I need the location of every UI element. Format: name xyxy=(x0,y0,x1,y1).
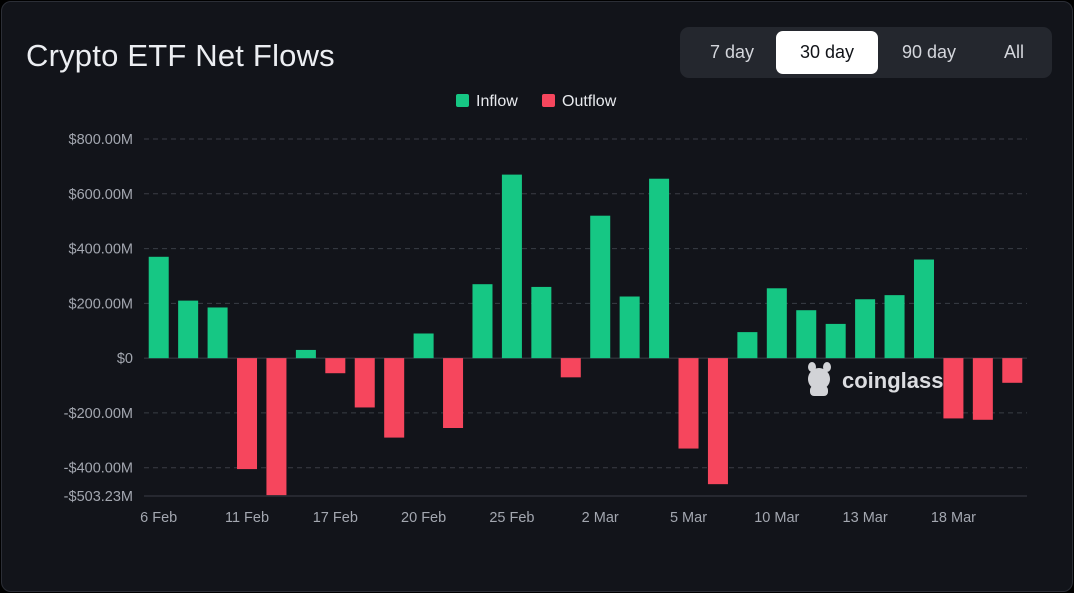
y-tick-label: -$200.00M xyxy=(64,406,133,422)
inflow-bar[interactable] xyxy=(413,333,434,359)
coinglass-logo-icon xyxy=(808,362,831,396)
legend-inflow[interactable]: Inflow xyxy=(456,93,518,110)
inflow-bar[interactable] xyxy=(472,284,493,359)
outflow-bar[interactable] xyxy=(384,358,405,438)
y-tick-label: $200.00M xyxy=(69,296,134,312)
outflow-bar[interactable] xyxy=(354,358,375,408)
inflow-bar[interactable] xyxy=(501,174,522,359)
y-tick-label: $800.00M xyxy=(69,132,134,148)
inflow-bar[interactable] xyxy=(295,349,316,359)
y-tick-label: $600.00M xyxy=(69,187,134,203)
inflow-bar[interactable] xyxy=(178,300,199,359)
y-tick-label: -$503.23M xyxy=(64,489,133,505)
x-tick-label: 11 Feb xyxy=(225,510,269,526)
bars xyxy=(148,174,1023,496)
outflow-bar[interactable] xyxy=(325,358,346,374)
outflow-bar[interactable] xyxy=(560,358,581,378)
grid-lines xyxy=(144,138,1027,497)
legend-outflow-label: Outflow xyxy=(562,93,617,110)
inflow-bar[interactable] xyxy=(737,332,758,359)
outflow-bar[interactable] xyxy=(678,358,699,449)
watermark-text: coinglass xyxy=(842,368,943,393)
outflow-bar[interactable] xyxy=(237,358,258,470)
inflow-bar[interactable] xyxy=(796,310,817,359)
legend-inflow-swatch xyxy=(456,94,469,107)
time-range-selector: 7 day 30 day 90 day All xyxy=(680,27,1052,78)
x-tick-label: 20 Feb xyxy=(401,510,446,526)
page-title: Crypto ETF Net Flows xyxy=(26,38,335,73)
inflow-bar[interactable] xyxy=(590,215,611,359)
inflow-bar[interactable] xyxy=(884,295,905,359)
legend-outflow-swatch xyxy=(542,94,555,107)
legend-inflow-label: Inflow xyxy=(476,93,518,110)
inflow-bar[interactable] xyxy=(207,307,228,359)
outflow-bar[interactable] xyxy=(943,358,964,419)
y-tick-label: -$400.00M xyxy=(64,461,133,477)
x-tick-label: 6 Feb xyxy=(140,510,177,526)
range-7-day-button[interactable]: 7 day xyxy=(709,42,755,62)
inflow-bar[interactable] xyxy=(825,323,846,359)
coinglass-watermark: coinglass xyxy=(808,362,943,396)
range-30-day-button[interactable]: 30 day xyxy=(776,31,878,74)
legend-outflow[interactable]: Outflow xyxy=(542,93,617,110)
x-tick-label: 18 Mar xyxy=(931,510,976,526)
y-tick-label: $400.00M xyxy=(69,242,134,258)
x-tick-label: 17 Feb xyxy=(313,510,358,526)
x-axis: 6 Feb 11 Feb 17 Feb 20 Feb 25 Feb 2 Mar 5 Mar 1… xyxy=(140,510,976,526)
legend: Inflow Outflow xyxy=(456,93,617,110)
y-tick-label: $0 xyxy=(117,351,133,367)
x-tick-label: 5 Mar xyxy=(670,510,707,526)
x-tick-label: 2 Mar xyxy=(582,510,619,526)
outflow-bar[interactable] xyxy=(266,358,287,496)
outflow-bar[interactable] xyxy=(1002,358,1023,383)
range-90-day-button[interactable]: 90 day xyxy=(901,42,957,62)
inflow-bar[interactable] xyxy=(619,296,640,359)
inflow-bar[interactable] xyxy=(766,288,787,359)
inflow-bar[interactable] xyxy=(855,299,876,359)
inflow-bar[interactable] xyxy=(649,178,670,359)
outflow-bar[interactable] xyxy=(443,358,464,428)
x-tick-label: 10 Mar xyxy=(754,510,799,526)
outflow-bar[interactable] xyxy=(707,358,728,485)
inflow-bar[interactable] xyxy=(913,259,934,359)
inflow-bar[interactable] xyxy=(148,256,169,359)
range-all-button[interactable]: All xyxy=(1003,42,1024,62)
outflow-bar[interactable] xyxy=(972,358,993,420)
inflow-bar[interactable] xyxy=(531,286,552,359)
x-tick-label: 13 Mar xyxy=(843,510,888,526)
x-tick-label: 25 Feb xyxy=(489,510,534,526)
y-axis: $800.00M $600.00M $400.00M $200.00M $0 -$200.… xyxy=(64,132,133,505)
